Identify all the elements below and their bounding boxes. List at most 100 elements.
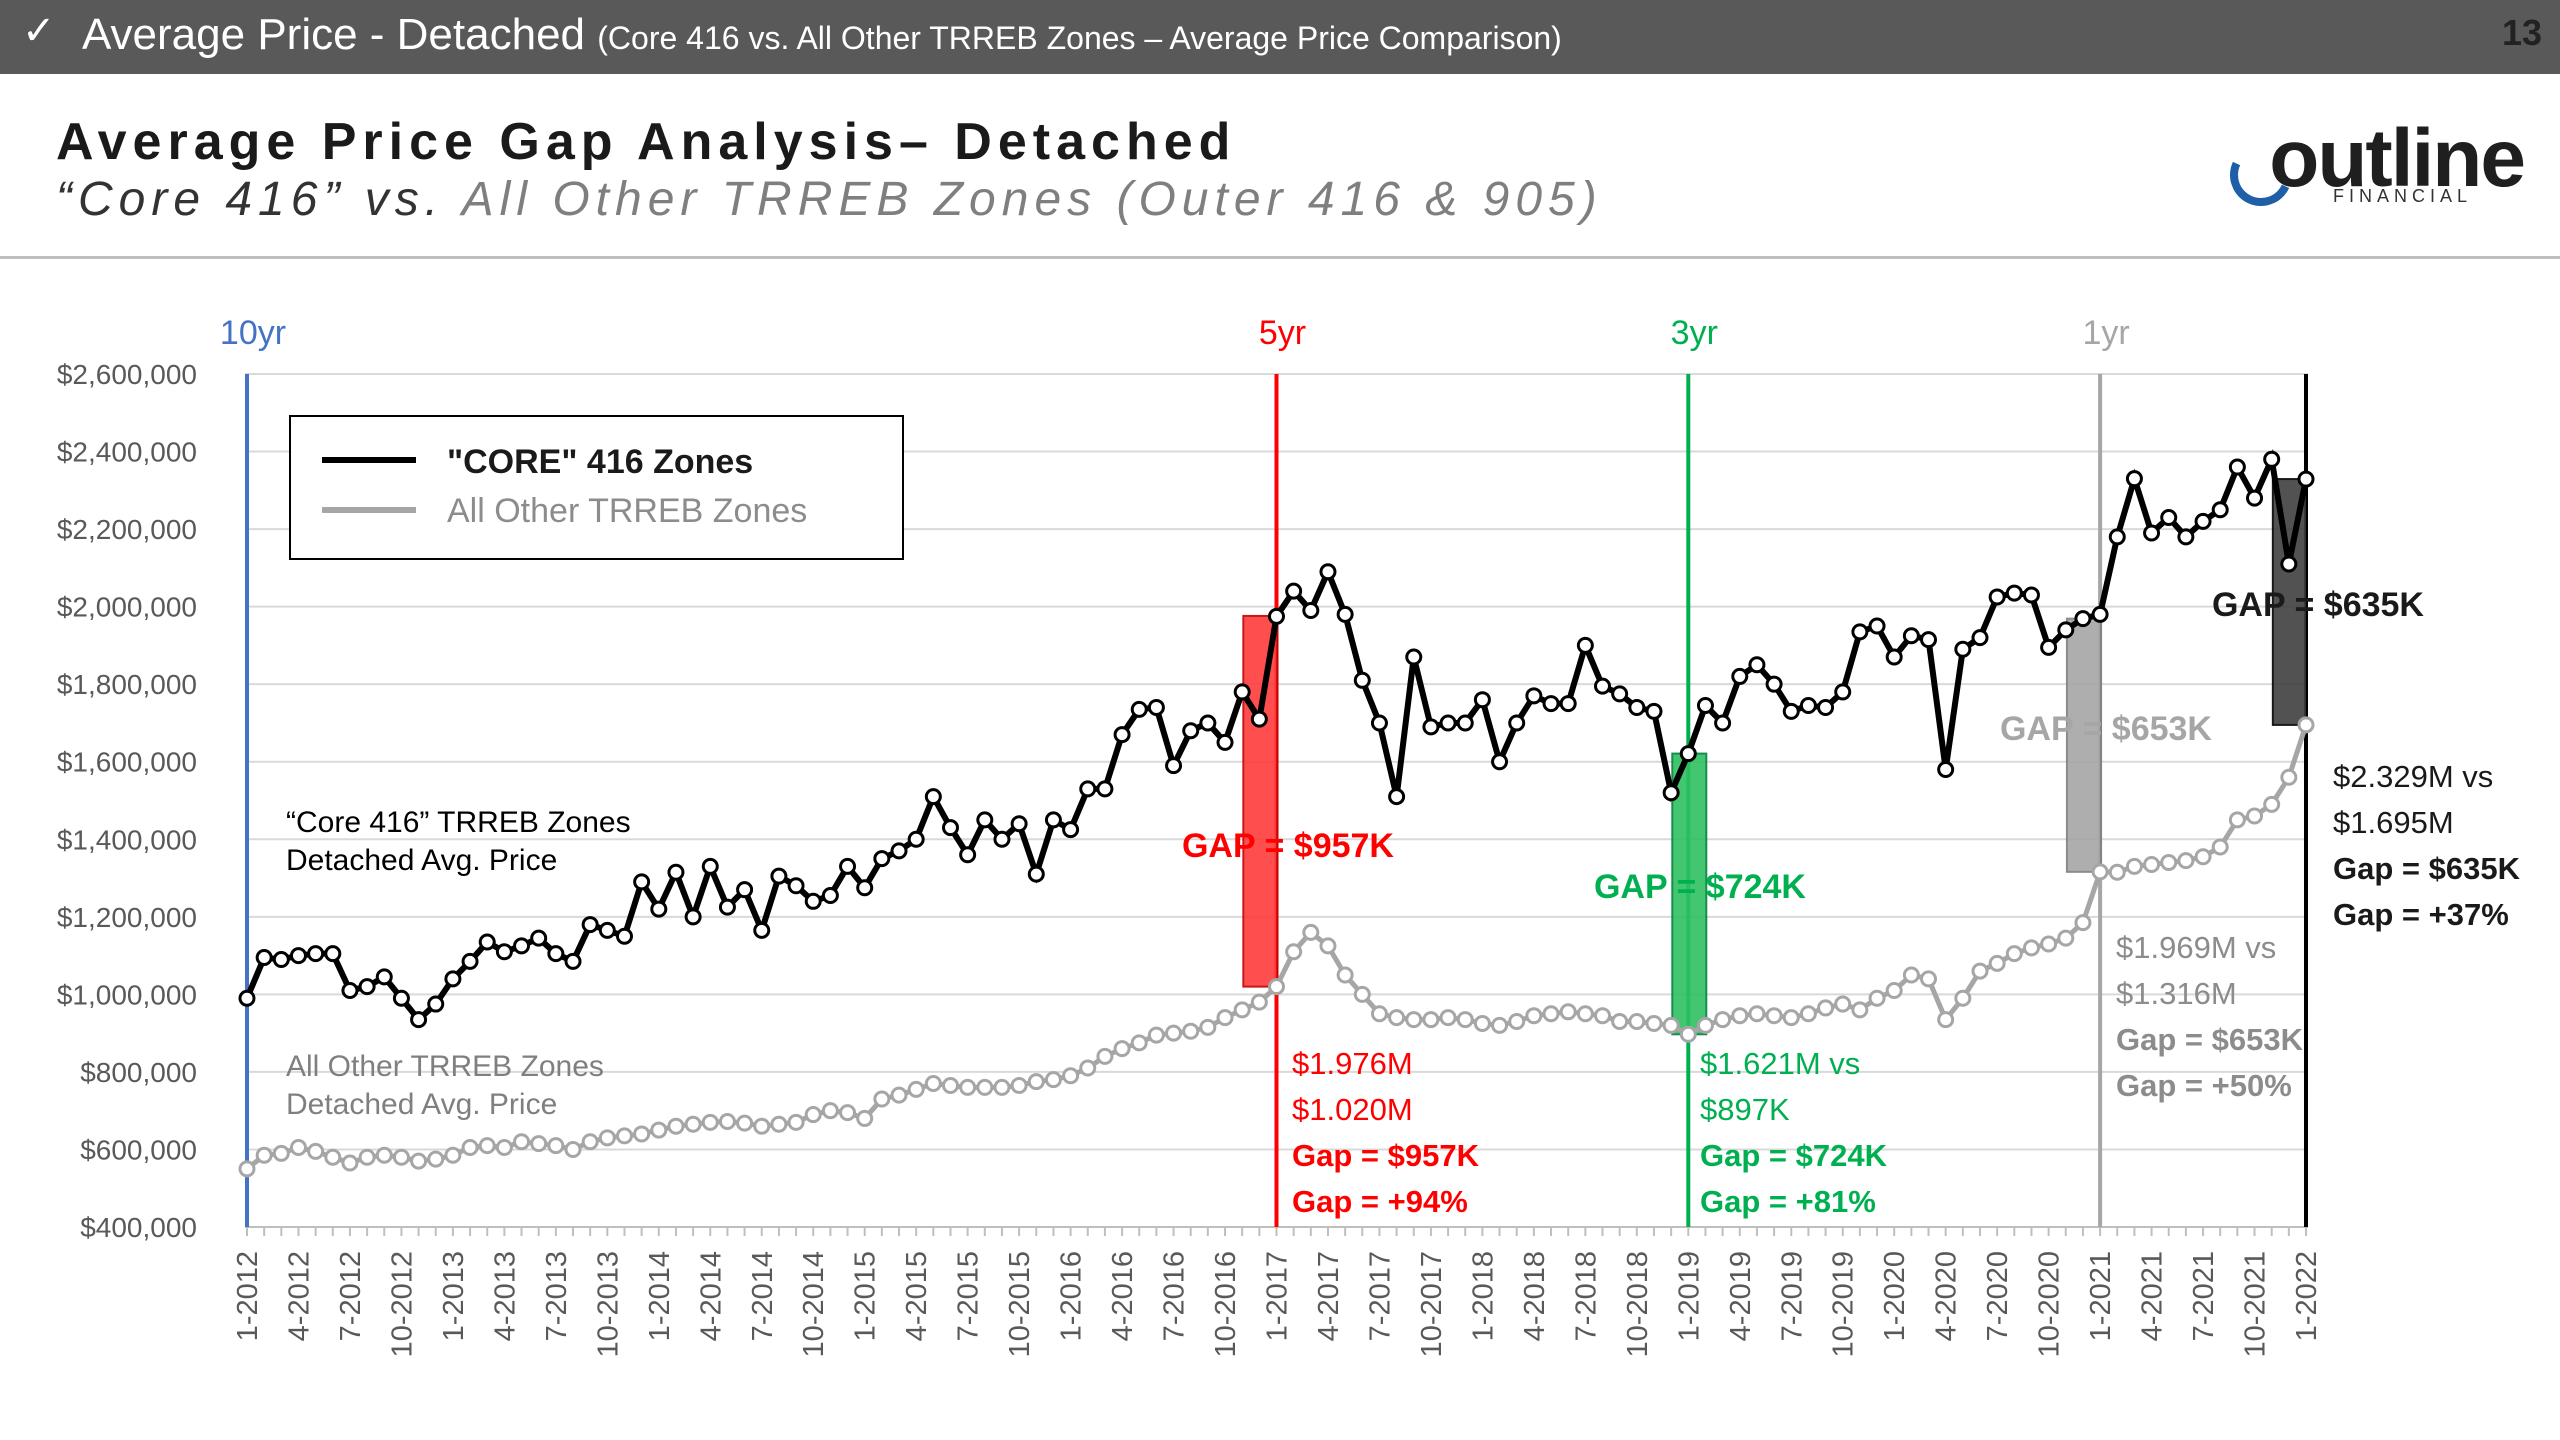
- other-point: [1250, 993, 1268, 1011]
- other-point: [976, 1078, 994, 1096]
- core-point: [1679, 745, 1697, 763]
- other-point: [633, 1125, 651, 1143]
- other-point: [1731, 1007, 1749, 1025]
- other-point: [1765, 1007, 1783, 1025]
- other-point: [839, 1104, 857, 1122]
- other-point: [1559, 1003, 1577, 1021]
- core-point: [1422, 718, 1440, 736]
- core-point: [307, 945, 325, 963]
- gap-detail-1yr: $1.316M: [2116, 976, 2237, 1011]
- x-tick-label: 7-2020: [1982, 1251, 2014, 1341]
- core-point: [667, 863, 685, 881]
- other-point: [598, 1129, 616, 1147]
- other-point: [1491, 1016, 1509, 1034]
- core-point: [736, 881, 754, 899]
- other-point: [2211, 838, 2229, 856]
- x-tick-label: 4-2012: [283, 1251, 315, 1341]
- gap-detail-3yr: $897K: [1700, 1092, 1790, 1127]
- core-point: [1027, 865, 1045, 883]
- core-point: [2108, 528, 2126, 546]
- gap-detail-3yr: Gap = $724K: [1700, 1138, 1888, 1173]
- other-point: [650, 1121, 668, 1139]
- core-point: [1799, 697, 1817, 715]
- core-point: [1748, 656, 1766, 674]
- y-tick-label: $2,400,000: [57, 437, 197, 468]
- divider: [0, 256, 2560, 259]
- core-point: [2177, 528, 2195, 546]
- core-point: [1662, 784, 1680, 802]
- other-point: [1851, 1001, 1869, 1019]
- core-point: [1714, 714, 1732, 732]
- gap-label-3yr: GAP = $724K: [1594, 868, 1806, 906]
- core-point: [1353, 671, 1371, 689]
- other-point: [2263, 795, 2281, 813]
- other-series-annotation: Detached Avg. Price: [286, 1088, 557, 1121]
- other-point: [581, 1133, 599, 1151]
- other-point: [1319, 937, 1337, 955]
- other-point: [1988, 954, 2006, 972]
- core-point: [598, 921, 616, 939]
- x-tick-label: 1-2013: [438, 1251, 470, 1341]
- other-point: [461, 1139, 479, 1157]
- other-point: [255, 1146, 273, 1164]
- logo-subtext: FINANCIAL: [2332, 186, 2472, 206]
- other-point: [1388, 1009, 1406, 1027]
- x-tick-label: 10-2016: [1210, 1251, 1242, 1357]
- gap-detail-3yr: Gap = +81%: [1700, 1184, 1876, 1219]
- x-tick-label: 1-2021: [2085, 1251, 2117, 1341]
- other-point: [1834, 995, 1852, 1013]
- x-tick-label: 10-2020: [2034, 1251, 2066, 1357]
- x-tick-label: 4-2015: [901, 1251, 933, 1341]
- other-point: [2194, 848, 2212, 866]
- core-point: [2211, 501, 2229, 519]
- core-point: [1559, 695, 1577, 713]
- other-point: [770, 1115, 788, 1133]
- other-point: [1542, 1005, 1560, 1023]
- x-tick-label: 1-2012: [232, 1251, 264, 1341]
- gap-bar: [2271, 478, 2308, 726]
- core-point: [1628, 698, 1646, 716]
- other-point: [941, 1076, 959, 1094]
- core-point: [1576, 636, 1594, 654]
- other-point: [1628, 1013, 1646, 1031]
- core-point: [1302, 602, 1320, 620]
- other-point: [1679, 1025, 1697, 1043]
- core-point: [1731, 667, 1749, 685]
- core-point: [1062, 821, 1080, 839]
- core-point: [461, 952, 479, 970]
- gap-detail-1yr: Gap = +50%: [2116, 1068, 2292, 1103]
- core-point: [907, 830, 925, 848]
- y-tick-label: $2,600,000: [57, 359, 197, 390]
- other-point: [358, 1148, 376, 1166]
- other-point: [1182, 1022, 1200, 1040]
- other-point: [238, 1160, 256, 1178]
- other-point: [547, 1137, 565, 1155]
- other-point: [1165, 1024, 1183, 1042]
- core-point: [2280, 555, 2298, 573]
- other-point: [2108, 863, 2126, 881]
- other-point: [1954, 989, 1972, 1007]
- other-point: [1130, 1034, 1148, 1052]
- other-point: [1594, 1007, 1612, 1025]
- core-point: [856, 879, 874, 897]
- other-point: [375, 1146, 393, 1164]
- x-tick-label: 1-2014: [644, 1251, 676, 1341]
- x-tick-label: 10-2018: [1622, 1251, 1654, 1357]
- core-point: [1182, 722, 1200, 740]
- core-point: [1233, 683, 1251, 701]
- core-point: [324, 945, 342, 963]
- other-point: [1302, 923, 1320, 941]
- other-point: [2091, 863, 2109, 881]
- core-point: [633, 873, 651, 891]
- other-point: [444, 1146, 462, 1164]
- core-series-annotation: “Core 416” TRREB Zones: [286, 806, 631, 839]
- other-point: [1044, 1071, 1062, 1089]
- core-point: [753, 921, 771, 939]
- other-point: [1971, 962, 1989, 980]
- other-point: [1782, 1009, 1800, 1027]
- other-point: [1868, 989, 1886, 1007]
- other-point: [856, 1109, 874, 1127]
- core-point: [1319, 563, 1337, 581]
- core-point: [2091, 605, 2109, 623]
- other-point: [1336, 966, 1354, 984]
